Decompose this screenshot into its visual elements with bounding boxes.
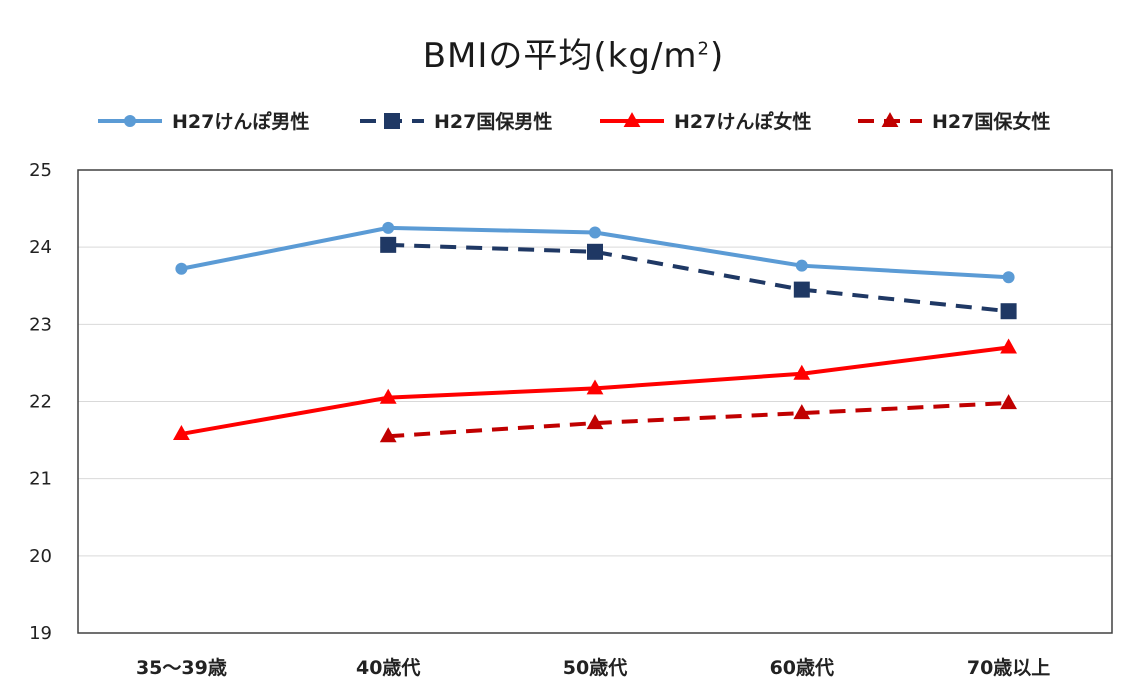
data-point <box>793 281 810 298</box>
legend-label: H27けんぽ男性 <box>172 110 309 133</box>
x-tick-label: 35～39歳 <box>136 657 227 679</box>
data-point <box>793 404 811 420</box>
data-point <box>1000 303 1017 320</box>
legend-marker <box>384 113 400 129</box>
y-tick-label: 22 <box>29 392 52 413</box>
data-point <box>1000 394 1017 410</box>
data-point <box>382 221 395 234</box>
data-point <box>1000 338 1017 354</box>
chart-title-text: BMIの平均(kg/m <box>422 36 698 76</box>
legend-marker <box>623 112 641 128</box>
y-tick-label: 21 <box>29 469 52 490</box>
legend-marker <box>881 112 899 128</box>
data-point <box>586 379 604 395</box>
data-point <box>795 259 808 272</box>
plot-area-border <box>77 169 1113 634</box>
legend-label: H27けんぽ女性 <box>674 110 811 133</box>
data-point <box>589 226 601 239</box>
data-point <box>1002 271 1015 284</box>
legend-label: H27国保女性 <box>932 110 1050 133</box>
legend-label: H27国保男性 <box>434 110 552 133</box>
x-tick-label: 40歳代 <box>356 657 420 679</box>
data-point <box>380 236 397 253</box>
series-line <box>388 401 1009 439</box>
data-point <box>587 243 603 260</box>
y-tick-label: 23 <box>29 314 52 335</box>
data-point <box>175 262 188 275</box>
data-point <box>173 424 190 440</box>
legend-marker <box>124 115 136 127</box>
y-tick-label: 19 <box>29 623 52 644</box>
data-point <box>586 414 604 430</box>
y-tick-label: 25 <box>29 160 52 181</box>
data-point <box>379 427 397 443</box>
series-line <box>388 242 1009 314</box>
x-tick-label: 70歳以上 <box>967 657 1050 679</box>
data-point <box>793 364 811 380</box>
x-tick-label: 60歳代 <box>770 657 834 679</box>
x-tick-label: 50歳代 <box>563 657 627 679</box>
y-tick-label: 20 <box>29 546 52 567</box>
chart-title: BMIの平均(kg/m2) <box>0 28 1147 77</box>
chart-title-close: ) <box>710 36 725 76</box>
data-point <box>379 388 397 404</box>
chart-title-superscript: 2 <box>697 38 710 60</box>
y-tick-label: 24 <box>29 237 52 258</box>
